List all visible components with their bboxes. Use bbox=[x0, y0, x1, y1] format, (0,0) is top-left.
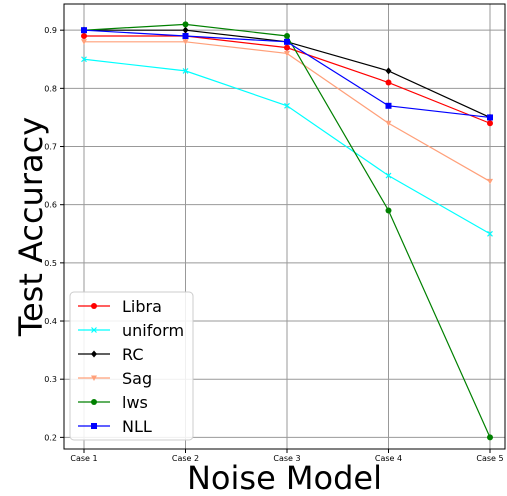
y-tick-label: 0.6 bbox=[44, 201, 57, 210]
legend-label-lws: lws bbox=[122, 393, 148, 412]
data-point-rc bbox=[182, 26, 189, 34]
data-point-lws bbox=[182, 21, 189, 28]
data-point-uniform bbox=[182, 67, 189, 74]
data-point-libra bbox=[385, 79, 392, 86]
legend-marker-sag bbox=[91, 375, 97, 381]
legend-label-sag: Sag bbox=[122, 369, 152, 388]
data-point-sag bbox=[182, 39, 189, 45]
data-point-uniform bbox=[81, 56, 87, 63]
data-point-nll bbox=[284, 38, 290, 45]
legend-item-nll: NLL bbox=[78, 417, 152, 436]
data-point-nll bbox=[81, 27, 87, 34]
legend-label-nll: NLL bbox=[122, 417, 152, 436]
data-point-rc bbox=[385, 67, 392, 75]
data-point-lws bbox=[487, 434, 493, 441]
y-tick-label: 0.4 bbox=[44, 317, 57, 326]
data-point-sag bbox=[284, 50, 290, 57]
legend-marker-lws bbox=[91, 399, 97, 405]
legend-marker-rc bbox=[91, 350, 97, 358]
plot-frame bbox=[63, 3, 506, 450]
data-point-sag bbox=[81, 39, 87, 45]
data-point-libra bbox=[81, 32, 87, 39]
x-axis-ticks: Case 1 Case 2 Case 3 Case 4 Case 5 bbox=[70, 449, 504, 463]
x-axis-label: Noise Model bbox=[187, 459, 382, 496]
data-point-libra bbox=[284, 44, 290, 51]
y-tick-label: 0.8 bbox=[44, 84, 57, 93]
data-point-sag bbox=[487, 178, 493, 185]
series-libra bbox=[81, 32, 493, 127]
legend-label-uniform: uniform bbox=[122, 321, 184, 340]
data-point-nll bbox=[487, 114, 493, 121]
legend-item-uniform: uniform bbox=[78, 321, 184, 340]
legend-marker-nll bbox=[91, 423, 97, 429]
series-group bbox=[81, 21, 493, 441]
data-point-nll bbox=[385, 102, 392, 109]
y-tick-label: 0.2 bbox=[44, 433, 57, 442]
legend-item-libra: Libra bbox=[78, 297, 162, 316]
legend-marker-uniform bbox=[91, 327, 97, 333]
data-point-uniform bbox=[284, 102, 290, 109]
x-tick-label: Case 4 bbox=[375, 454, 402, 463]
legend-label-libra: Libra bbox=[122, 297, 162, 316]
y-tick-label: 0.7 bbox=[44, 143, 57, 152]
data-point-sag bbox=[385, 120, 392, 127]
legend-marker-libra bbox=[91, 303, 97, 309]
x-tick-label: Case 3 bbox=[273, 454, 300, 463]
x-tick-label: Case 5 bbox=[476, 454, 503, 463]
x-tick-label: Case 2 bbox=[172, 454, 199, 463]
legend-item-rc: RC bbox=[78, 345, 144, 364]
series-uniform bbox=[81, 56, 493, 237]
legend-item-lws: lws bbox=[78, 393, 148, 412]
legend-item-sag: Sag bbox=[78, 369, 152, 388]
y-tick-label: 0.9 bbox=[44, 26, 57, 35]
data-point-uniform bbox=[385, 172, 392, 179]
y-axis-label: Test Accuracy bbox=[12, 117, 50, 337]
y-tick-label: 0.5 bbox=[44, 259, 57, 268]
x-tick-label: Case 1 bbox=[70, 454, 97, 463]
data-point-lws bbox=[385, 207, 392, 214]
legend-box bbox=[69, 291, 194, 441]
data-point-libra bbox=[487, 120, 493, 127]
data-point-uniform bbox=[487, 230, 493, 237]
y-tick-label: 0.3 bbox=[44, 375, 57, 384]
legend-label-rc: RC bbox=[122, 345, 144, 364]
y-axis-ticks: 0.2 0.3 0.4 0.5 0.6 0.7 0.8 0.9 bbox=[44, 26, 64, 442]
data-point-lws bbox=[284, 32, 290, 39]
series-nll bbox=[81, 27, 493, 121]
data-point-nll bbox=[182, 32, 189, 39]
legend: Libra uniform RC Sag lws NLL bbox=[69, 291, 194, 441]
series-sag bbox=[81, 39, 493, 185]
